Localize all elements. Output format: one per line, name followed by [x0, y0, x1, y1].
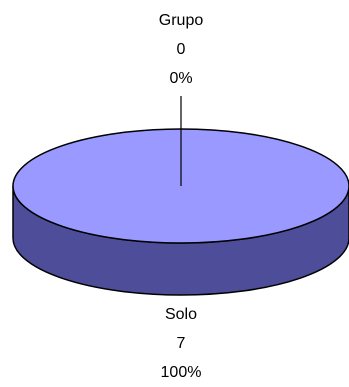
label-solo-category: Solo [165, 306, 197, 323]
label-grupo-category: Grupo [159, 12, 204, 29]
label-grupo-value: 0 [177, 41, 186, 58]
pie-body [12, 96, 349, 296]
label-solo: Solo 7 100% [161, 306, 202, 381]
label-solo-percent: 100% [161, 364, 202, 381]
label-grupo: Grupo 0 0% [159, 12, 204, 87]
label-grupo-percent: 0% [169, 70, 192, 87]
label-solo-value: 7 [177, 335, 186, 352]
